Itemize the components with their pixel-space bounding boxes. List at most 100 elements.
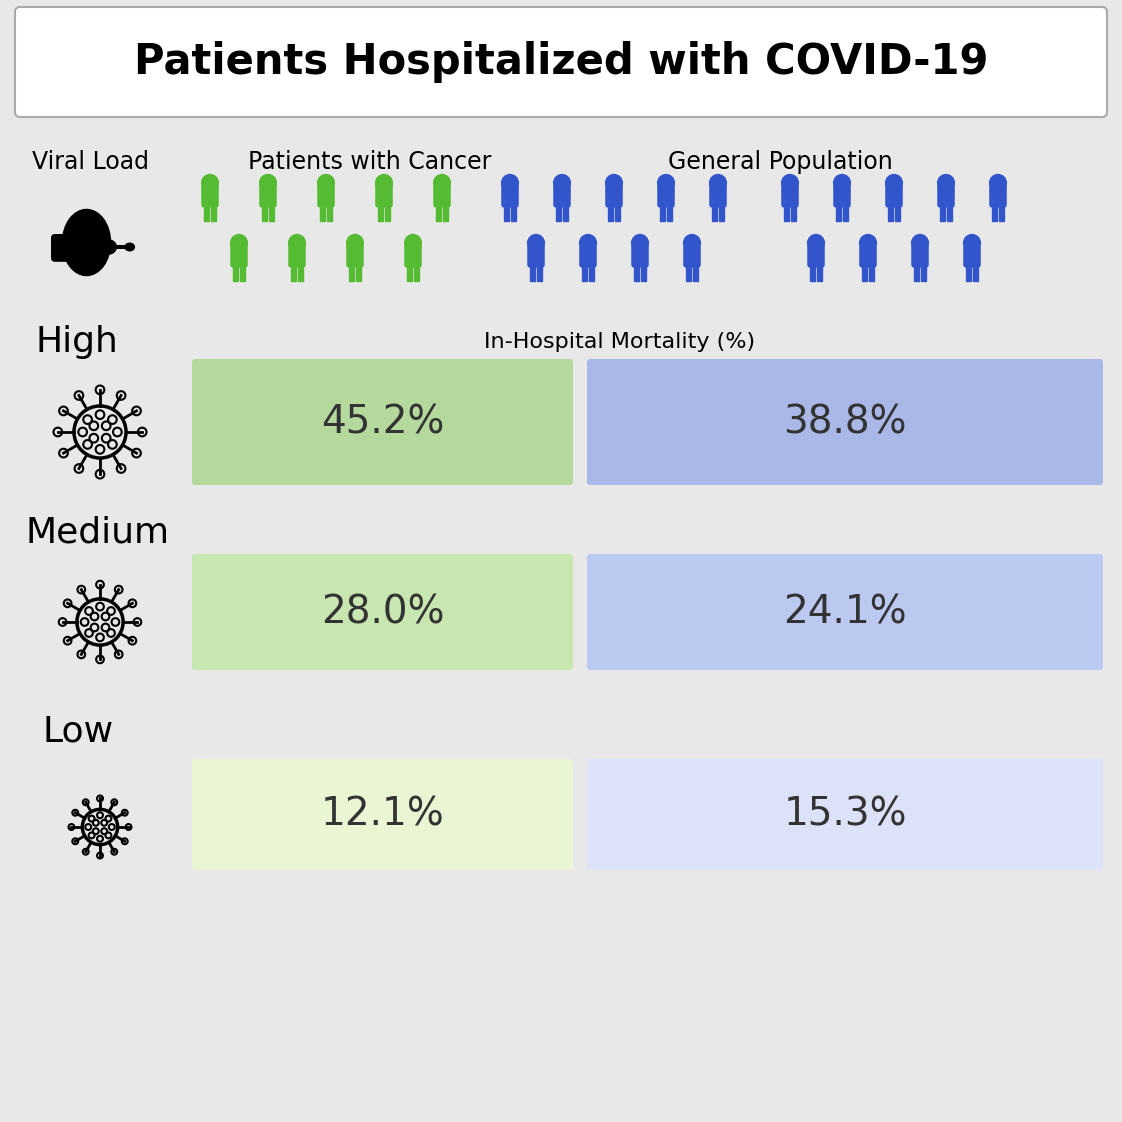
FancyBboxPatch shape [376, 184, 392, 206]
Bar [870, 265, 874, 282]
Bar [844, 205, 848, 221]
Circle shape [202, 175, 219, 191]
Bar [537, 265, 542, 282]
Bar [634, 265, 638, 282]
Text: 28.0%: 28.0% [321, 594, 444, 631]
FancyBboxPatch shape [202, 184, 218, 206]
Bar [298, 265, 303, 282]
Circle shape [782, 175, 799, 191]
Text: Patients with Cancer: Patients with Cancer [248, 150, 491, 174]
Bar [291, 265, 296, 282]
FancyBboxPatch shape [710, 184, 726, 206]
Circle shape [606, 175, 623, 191]
FancyBboxPatch shape [964, 245, 980, 267]
FancyBboxPatch shape [502, 184, 518, 206]
Circle shape [580, 234, 597, 251]
FancyBboxPatch shape [938, 184, 954, 206]
Bar [810, 265, 815, 282]
Bar [53, 246, 130, 249]
Circle shape [527, 234, 544, 251]
Circle shape [376, 175, 393, 191]
FancyBboxPatch shape [192, 359, 573, 485]
Text: General Population: General Population [668, 150, 892, 174]
FancyBboxPatch shape [782, 184, 798, 206]
Bar [895, 205, 900, 221]
Bar [817, 265, 822, 282]
Bar [436, 205, 441, 221]
Circle shape [885, 175, 902, 191]
Bar [791, 205, 795, 221]
Text: Medium: Medium [25, 515, 169, 549]
Bar [563, 205, 568, 221]
FancyBboxPatch shape [318, 184, 334, 206]
Bar [947, 205, 953, 221]
Bar [320, 205, 324, 221]
Circle shape [347, 234, 364, 251]
Bar [240, 265, 245, 282]
Bar [784, 205, 789, 221]
Bar [693, 265, 698, 282]
FancyBboxPatch shape [528, 245, 544, 267]
FancyBboxPatch shape [434, 184, 450, 206]
Circle shape [964, 234, 981, 251]
Bar [414, 265, 419, 282]
Bar [378, 205, 383, 221]
FancyBboxPatch shape [657, 184, 674, 206]
Bar [888, 205, 893, 221]
Text: Patients Hospitalized with COVID-19: Patients Hospitalized with COVID-19 [134, 42, 988, 83]
FancyBboxPatch shape [990, 184, 1006, 206]
FancyBboxPatch shape [260, 184, 276, 206]
Bar [712, 205, 717, 221]
Text: 12.1%: 12.1% [321, 795, 445, 834]
Text: Viral Load: Viral Load [31, 150, 148, 174]
FancyBboxPatch shape [347, 245, 364, 267]
FancyBboxPatch shape [587, 359, 1103, 485]
FancyBboxPatch shape [289, 245, 305, 267]
Bar [512, 205, 516, 221]
Bar [443, 205, 448, 221]
Bar [862, 265, 867, 282]
Circle shape [834, 175, 850, 191]
Circle shape [657, 175, 674, 191]
Bar [719, 205, 724, 221]
Bar [940, 205, 945, 221]
FancyBboxPatch shape [554, 184, 570, 206]
Circle shape [288, 234, 305, 251]
Bar [385, 205, 390, 221]
Bar [349, 265, 353, 282]
Bar [407, 265, 412, 282]
FancyBboxPatch shape [587, 554, 1103, 670]
Bar [914, 265, 919, 282]
Ellipse shape [125, 242, 135, 251]
Circle shape [502, 175, 518, 191]
Circle shape [433, 175, 450, 191]
Text: 38.8%: 38.8% [783, 403, 907, 441]
FancyBboxPatch shape [50, 234, 104, 261]
Circle shape [553, 175, 570, 191]
FancyBboxPatch shape [580, 245, 596, 267]
Bar [641, 265, 646, 282]
Bar [836, 205, 840, 221]
Circle shape [808, 234, 825, 251]
Bar [1000, 205, 1004, 221]
Bar [356, 265, 361, 282]
Bar [261, 205, 267, 221]
FancyBboxPatch shape [606, 184, 622, 206]
FancyBboxPatch shape [886, 184, 902, 206]
Text: In-Hospital Mortality (%): In-Hospital Mortality (%) [485, 332, 755, 352]
Circle shape [405, 234, 422, 251]
FancyBboxPatch shape [808, 245, 824, 267]
Bar [966, 265, 971, 282]
Bar [921, 265, 926, 282]
Bar [582, 265, 587, 282]
Circle shape [318, 175, 334, 191]
Circle shape [990, 175, 1006, 191]
Bar [686, 265, 691, 282]
FancyBboxPatch shape [405, 245, 421, 267]
Text: 15.3%: 15.3% [783, 795, 907, 834]
Bar [660, 205, 665, 221]
FancyBboxPatch shape [834, 184, 850, 206]
Bar [555, 205, 561, 221]
Bar [668, 205, 672, 221]
Ellipse shape [62, 209, 111, 276]
